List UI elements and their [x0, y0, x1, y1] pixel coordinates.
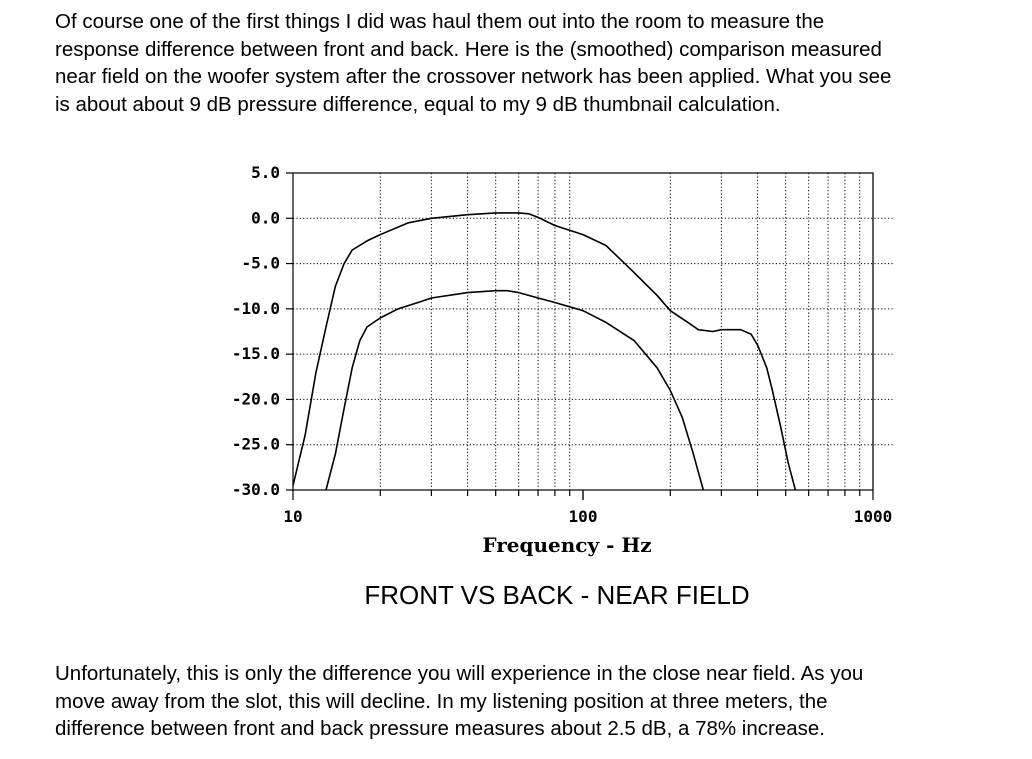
text-line: Unfortunately, this is only the differen…: [55, 662, 864, 685]
y-tick-label: -25.0: [232, 435, 280, 454]
y-tick-label: 0.0: [251, 208, 280, 227]
frequency-response-chart: 5.0 0.0 -5.0 -10.0 -15.0 -20.0 -25.0 -30.010 100…: [232, 163, 893, 610]
y-tick-label: -15.0: [232, 344, 280, 363]
back-response-line: [325, 289, 705, 491]
x-tick-label: 10: [283, 507, 302, 526]
text-line: difference between front and back pressu…: [55, 717, 825, 740]
intro-paragraph: Of course one of the first things I did …: [55, 8, 1032, 118]
y-tick-label: -5.0: [241, 254, 280, 273]
chart-axes: 5.0 0.0 -5.0 -10.0 -15.0 -20.0 -25.0 -30.010 100…: [232, 163, 892, 526]
outro-paragraph: Unfortunately, this is only the differen…: [55, 660, 1032, 743]
text-line: Of course one of the first things I did …: [55, 10, 825, 33]
y-tick-label: -30.0: [232, 480, 280, 499]
text-line: is about about 9 dB pressure difference,…: [55, 92, 781, 116]
text-line: move away from the slot, this will decli…: [55, 689, 828, 713]
text-line: response difference between front and ba…: [55, 37, 882, 61]
text-line: near field on the woofer system after th…: [55, 65, 892, 88]
chart-title: FRONT VS BACK - NEAR FIELD: [364, 580, 749, 610]
x-tick-label: 1000: [854, 507, 893, 526]
chart-grid: [293, 173, 893, 490]
y-tick-label: -20.0: [232, 389, 280, 408]
chart-lines: [292, 212, 797, 491]
x-axis-label: Frequency - Hz: [482, 533, 651, 557]
front-response-line: [292, 212, 797, 491]
x-tick-label: 100: [569, 507, 598, 526]
y-tick-label: 5.0: [251, 163, 280, 182]
y-tick-label: -10.0: [232, 299, 280, 318]
